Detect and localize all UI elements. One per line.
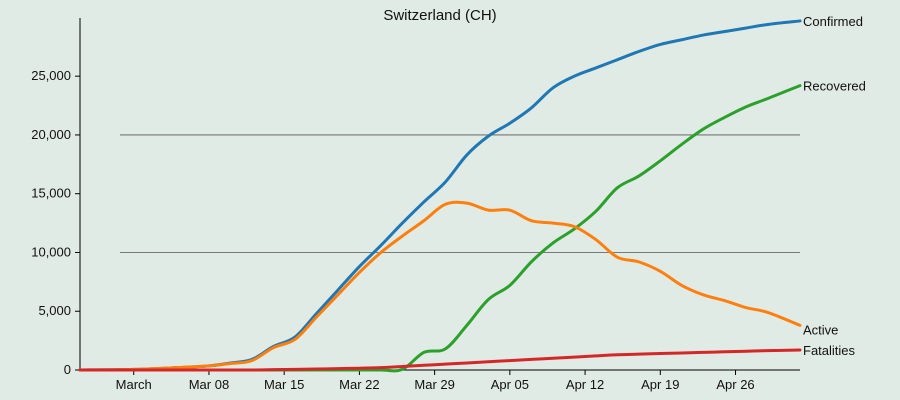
series-end-labels: Confirmed Recovered Active Fatalities (803, 14, 866, 358)
series-lines (78, 19, 802, 373)
y-ticks: 0 5,000 10,000 15,000 20,000 25,000 (31, 68, 80, 377)
series-label-recovered: Recovered (803, 79, 866, 94)
x-tick-label: Apr 05 (491, 377, 529, 392)
axes (79, 18, 800, 371)
series-label-confirmed: Confirmed (803, 14, 863, 29)
y-tick-label: 5,000 (38, 303, 71, 318)
y-tick-label: 0 (64, 362, 71, 377)
x-tick-label: Apr 12 (566, 377, 604, 392)
y-tick-label: 15,000 (31, 186, 71, 201)
series-label-active: Active (803, 322, 838, 337)
x-tick-label: Mar 22 (339, 377, 379, 392)
gridlines (120, 134, 800, 253)
x-tick-label: Mar 08 (189, 377, 229, 392)
x-tick-label: Mar 29 (414, 377, 454, 392)
series-line-active (78, 200, 802, 372)
x-ticks: March Mar 08 Mar 15 Mar 22 Mar 29 Apr 05 Apr 1… (116, 370, 755, 392)
x-tick-label: March (116, 377, 152, 392)
y-tick-label: 10,000 (31, 244, 71, 259)
x-tick-label: Apr 26 (716, 377, 754, 392)
chart-title: Switzerland (CH) (383, 7, 496, 24)
series-line-recovered (78, 84, 802, 373)
series-line-fatalities (78, 348, 802, 372)
y-tick-label: 20,000 (31, 127, 71, 142)
series-label-fatalities: Fatalities (803, 343, 856, 358)
x-tick-label: Mar 15 (264, 377, 304, 392)
y-tick-label: 25,000 (31, 68, 71, 83)
series-line-confirmed (78, 19, 802, 372)
x-tick-label: Apr 19 (641, 377, 679, 392)
